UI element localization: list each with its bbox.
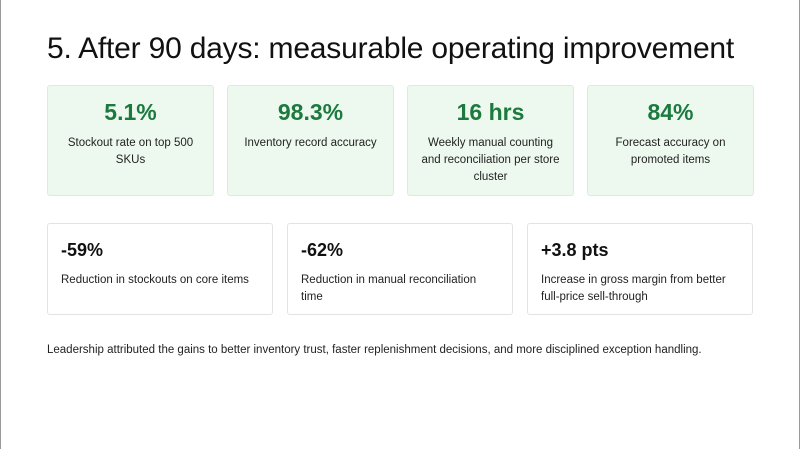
change-card-gross-margin: +3.8 pts Increase in gross margin from b…	[527, 223, 753, 315]
change-label: Increase in gross margin from better ful…	[541, 274, 726, 303]
metric-value: 5.1%	[104, 99, 157, 125]
metric-card-inventory-accuracy: 98.3% Inventory record accuracy	[227, 85, 394, 196]
slide-footnote: Leadership attributed the gains to bette…	[47, 344, 702, 356]
metric-label: Stockout rate on top 500 SKUs	[67, 137, 194, 166]
metric-card-forecast-accuracy: 84% Forecast accuracy on promoted items	[587, 85, 754, 196]
metric-label: Forecast accuracy on promoted items	[615, 137, 726, 166]
metric-value: 98.3%	[277, 99, 344, 125]
metric-value: 84%	[647, 99, 694, 125]
slide-title: 5. After 90 days: measurable operating i…	[47, 32, 735, 65]
metric-value: 16 hrs	[456, 99, 525, 125]
metric-card-manual-counting: 16 hrs Weekly manual counting and reconc…	[407, 85, 574, 196]
change-value: -62%	[301, 240, 344, 260]
metric-label: Inventory record accuracy	[244, 137, 377, 149]
change-label: Reduction in stockouts on core items	[61, 274, 249, 286]
change-card-reconciliation: -62% Reduction in manual reconciliation …	[287, 223, 513, 315]
metric-label: Weekly manual counting and reconciliatio…	[421, 137, 560, 183]
metric-card-stockout-rate: 5.1% Stockout rate on top 500 SKUs	[47, 85, 214, 196]
change-value: +3.8 pts	[541, 240, 609, 260]
change-label: Reduction in manual reconciliation time	[301, 274, 477, 303]
change-value: -59%	[61, 240, 104, 260]
change-card-stockouts: -59% Reduction in stockouts on core item…	[47, 223, 273, 315]
